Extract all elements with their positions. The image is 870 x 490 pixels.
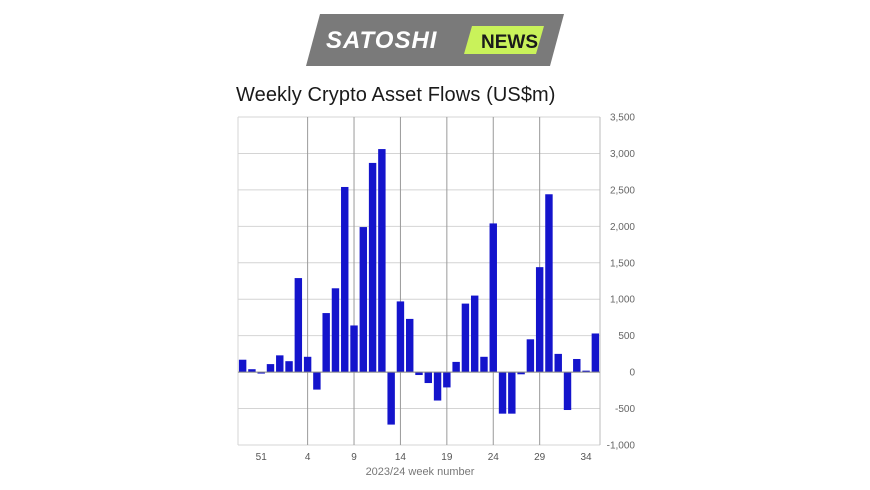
logo-graphic: SATOSHI NEWS (306, 14, 564, 66)
bar (573, 358, 581, 373)
x-tick-label: 19 (441, 452, 453, 463)
bar (238, 359, 247, 373)
bar (257, 372, 265, 374)
bar (424, 372, 432, 384)
y-tick-label: 1,000 (610, 295, 635, 306)
bar (554, 353, 562, 373)
bar (322, 313, 330, 373)
bar (341, 186, 349, 373)
bar (443, 372, 451, 388)
bar (303, 356, 312, 373)
bar (359, 227, 368, 373)
x-tick-label: 14 (395, 452, 407, 463)
bar (517, 372, 525, 375)
bar (433, 372, 442, 401)
bar (285, 361, 293, 373)
x-tick-label: 51 (256, 452, 268, 463)
y-tick-label: 3,500 (610, 113, 635, 124)
x-tick-label: 24 (488, 452, 500, 463)
axis-layer: -1,000 -500 0 500 1,000 1,500 2,000 2,500 3,000 3… (238, 113, 636, 463)
bar (498, 372, 507, 414)
bar (396, 301, 405, 373)
bar (526, 339, 535, 373)
bar (545, 194, 553, 373)
y-tick-label: 2,500 (610, 185, 635, 196)
bar (452, 361, 460, 373)
bar (331, 288, 340, 373)
bar (368, 162, 377, 373)
bar (248, 369, 256, 373)
logo-accent-banner (464, 26, 544, 54)
bars-layer (238, 149, 600, 425)
bar (563, 372, 572, 411)
y-tick-label: 3,000 (610, 149, 635, 160)
y-tick-label: -500 (615, 404, 635, 415)
logo-brand-right: NEWS (481, 32, 538, 53)
bar (350, 325, 358, 373)
bar (535, 267, 544, 373)
y-tick-label: 1,500 (610, 258, 635, 269)
bar (406, 318, 414, 373)
bar (489, 223, 497, 373)
bar (313, 372, 321, 390)
logo-brand-left: SATOSHI (326, 27, 438, 54)
bar (276, 355, 284, 373)
y-tick-label: 0 (629, 368, 635, 379)
x-tick-label: 4 (305, 452, 311, 463)
x-axis-label: 2023/24 week number (366, 466, 475, 478)
x-tick-label: 29 (534, 452, 546, 463)
y-tick-label: -1,000 (607, 441, 636, 452)
bar (387, 372, 395, 425)
x-tick-label: 9 (351, 452, 357, 463)
bar (591, 333, 600, 373)
bar (266, 364, 275, 373)
bar (582, 370, 590, 373)
y-tick-label: 500 (618, 331, 635, 342)
x-tick-label: 34 (581, 452, 593, 463)
satoshi-news-logo: SATOSHI NEWS (306, 14, 564, 66)
bar (508, 372, 516, 414)
bar (470, 295, 479, 373)
chart-title: Weekly Crypto Asset Flows (US$m) (236, 84, 556, 106)
bar (294, 278, 303, 373)
y-tick-label: 2,000 (610, 222, 635, 233)
bar (461, 303, 470, 373)
bar (415, 372, 423, 376)
bar (480, 356, 488, 373)
bar (378, 149, 386, 373)
